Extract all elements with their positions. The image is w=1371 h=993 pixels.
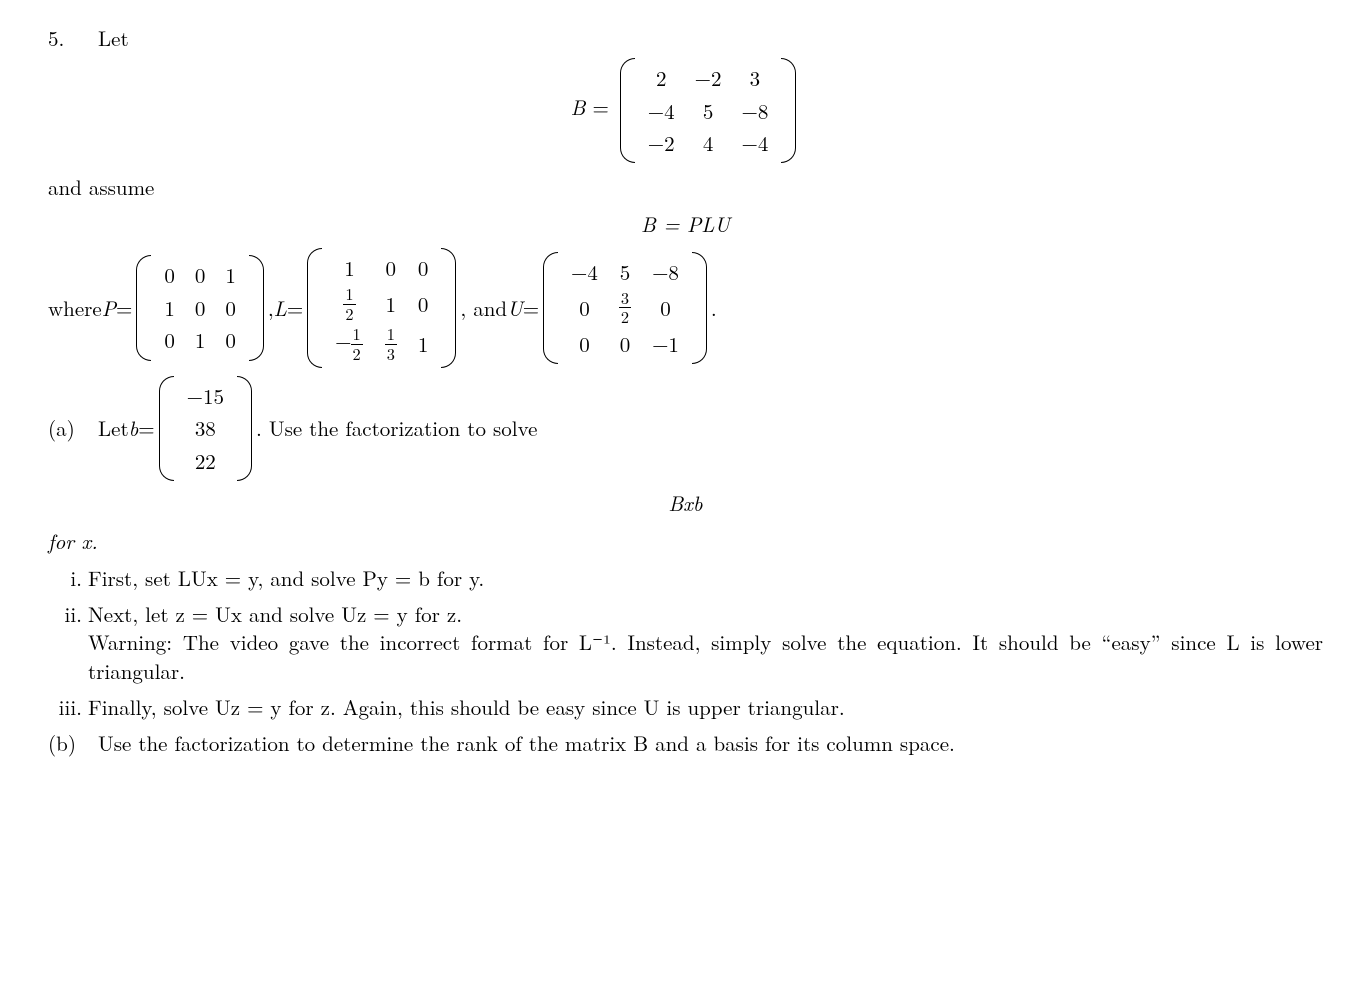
problem-intro: Let [98,24,1323,52]
matrix-U: −45−8032000−1 [543,254,707,362]
eq2: = [287,294,303,322]
eq1: = [116,294,132,322]
b-symbol: b [129,414,139,442]
part-b: (b) Use the factorization to determine t… [48,729,1323,757]
part-a-label: (a) [48,414,98,442]
step-ii: ii. Next, let z = Ux and solve Uz = y fo… [48,600,1323,685]
eq-B-definition: B = 2−23−45−8−24−4 [48,58,1323,163]
eq-b: = [138,414,154,442]
step-ii-warning: Warning: The video gave the incorrect fo… [88,628,1323,685]
B-eq-PLU-text: B = PLU [641,209,730,239]
period: . [711,294,717,322]
problem-number: 5. [48,24,98,52]
assume-text: and assume [48,173,1323,201]
where-text: where [48,294,102,322]
step-iii-label: iii. [48,693,88,721]
matrix-P: 001100010 [136,257,264,358]
vector-b: −153822 [159,378,252,479]
for-x: for x. [48,527,1323,555]
step-ii-label: ii. [48,600,88,628]
page: 5. Let B = 2−23−45−8−24−4 and assume B =… [0,0,1371,993]
step-ii-body: Next, let z = Ux and solve Uz = y for z.… [88,600,1323,685]
equals-sign: = [592,92,615,122]
matrix-B: 2−23−45−8−24−4 [620,60,797,161]
part-b-label: (b) [48,729,98,757]
let-b-text: Let [98,414,129,442]
B-symbol: B [571,92,586,122]
eq-Bxb: Bxb [48,489,1323,517]
step-i-text: First, set LUx = y, and solve Py = b for… [88,564,1323,592]
step-ii-line1: Next, let z = Ux and solve Uz = y for z. [88,600,1323,628]
U-symbol: U [507,294,523,322]
after-b-text: . Use the factorization to solve [256,414,537,442]
step-iii-text: Finally, solve Uz = y for z. Again, this… [88,693,1323,721]
for-x-text: for x. [48,526,98,556]
matrix-L: 1001210−12131 [307,250,456,366]
P-symbol: P [102,294,116,322]
step-i-label: i. [48,564,88,592]
problem-header: 5. Let [48,24,1323,52]
part-a-body: Let b = −153822 . Use the factorization … [98,376,1323,481]
plu-definitions-line: where P = 001100010 , L = 1001210−12131 … [48,248,1323,368]
part-a: (a) Let b = −153822 . Use the factorizat… [48,376,1323,481]
comma2: , and [460,294,507,322]
eq-B-PLU: B = PLU [48,210,1323,238]
L-symbol: L [274,294,287,322]
eq3: = [523,294,539,322]
step-iii: iii. Finally, solve Uz = y for z. Again,… [48,693,1323,721]
Bxb-text: Bxb [668,488,702,518]
part-b-text: Use the factorization to determine the r… [98,729,1323,757]
step-i: i. First, set LUx = y, and solve Py = b … [48,564,1323,592]
